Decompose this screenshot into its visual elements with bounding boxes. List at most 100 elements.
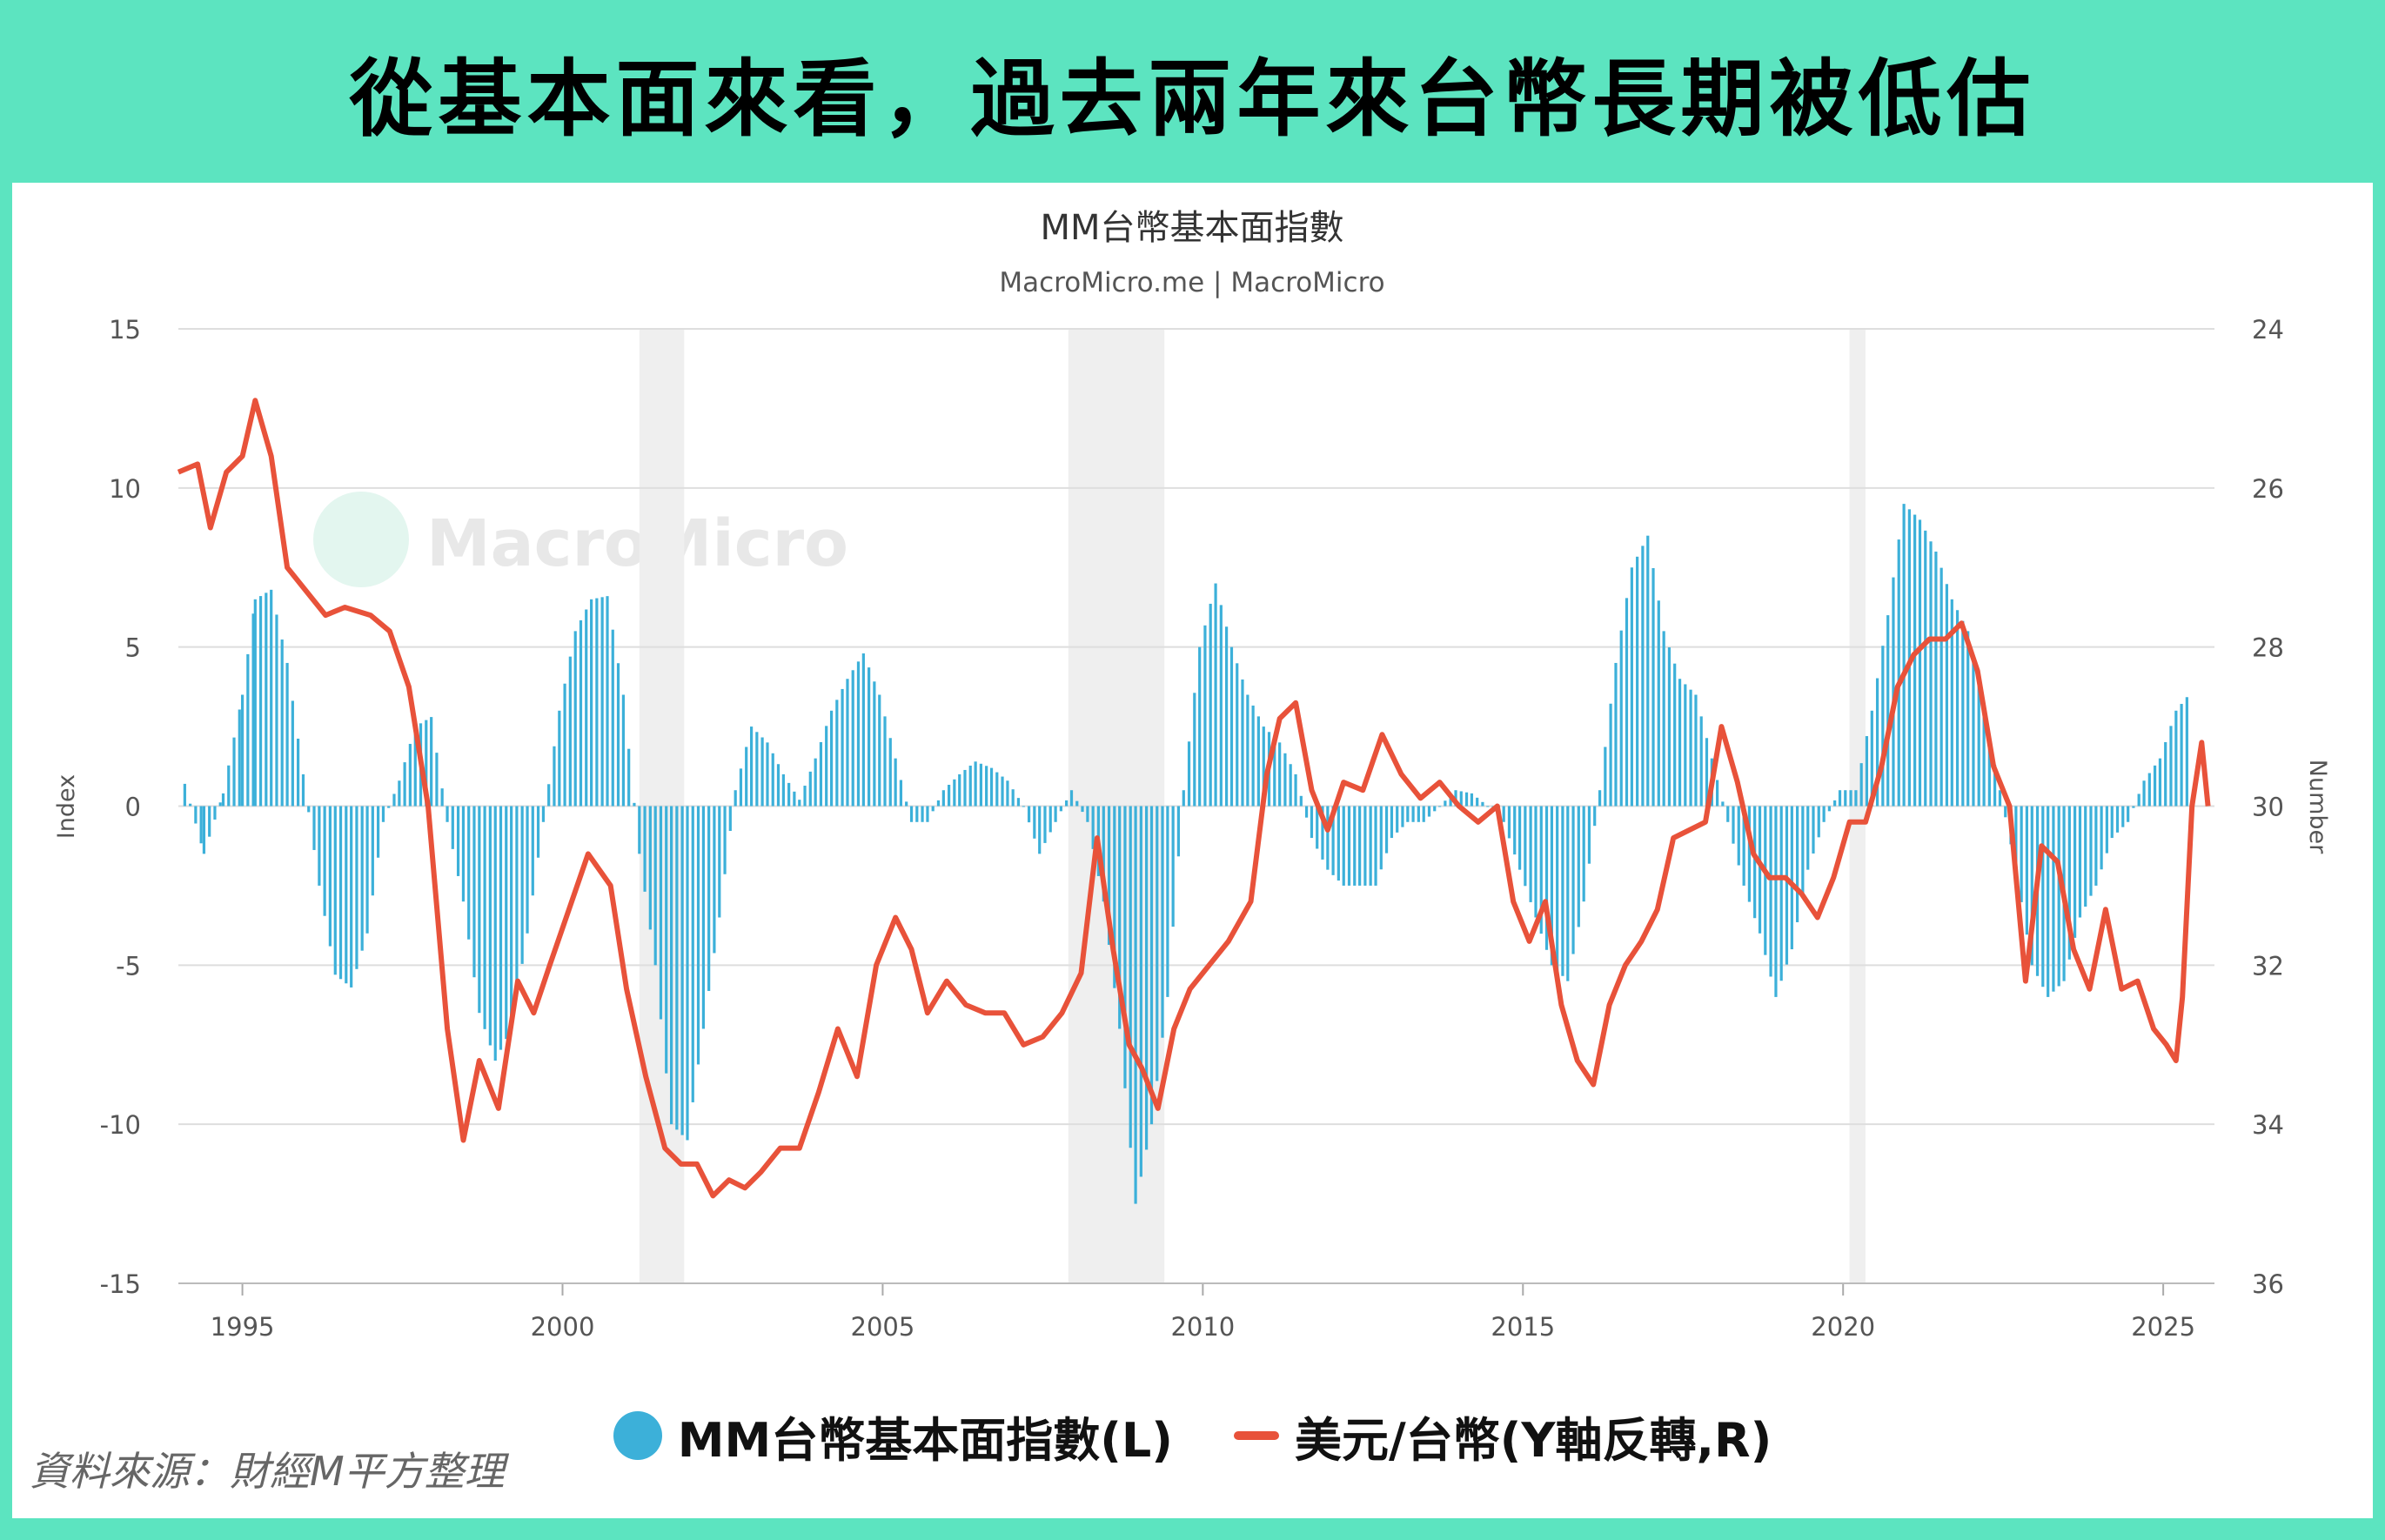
index-bar: [585, 609, 588, 807]
index-bar: [776, 764, 780, 807]
legend-label-index: MM台幣基本面指數(L): [677, 1412, 1173, 1468]
index-bar: [1694, 694, 1698, 807]
index-bar: [2137, 793, 2140, 807]
index-bar: [829, 710, 834, 807]
index-bar: [2127, 806, 2130, 822]
index-bar: [1069, 790, 1074, 807]
index-bar: [1449, 795, 1452, 807]
index-bar: [766, 742, 769, 807]
chart-title: MM台幣基本面指數: [1040, 208, 1343, 248]
index-bar: [1598, 790, 1602, 807]
index-bar: [1812, 806, 1815, 854]
index-bar: [1481, 801, 1484, 807]
index-bar: [1417, 806, 1420, 822]
banner: 從基本面來看，過去兩年來台幣長期被低估: [0, 0, 2385, 183]
index-bar: [510, 806, 513, 1029]
index-bar: [1785, 806, 1789, 965]
index-bar: [291, 700, 294, 807]
index-bar: [793, 791, 796, 807]
index-bar: [265, 593, 268, 807]
index-bar: [573, 631, 577, 807]
index-bar: [2185, 697, 2188, 807]
index-bar: [745, 747, 748, 807]
index-bar: [713, 806, 716, 954]
index-bar: [1998, 790, 2002, 807]
index-bar: [451, 806, 454, 849]
index-bar: [1844, 790, 1847, 807]
index-bar: [1561, 806, 1564, 976]
index-bar: [1187, 741, 1191, 807]
index-bar: [873, 681, 876, 807]
index-bar: [989, 767, 994, 807]
index-bar: [1534, 806, 1538, 918]
index-bar: [425, 720, 428, 807]
index-bar: [1673, 663, 1677, 807]
index-bar: [1118, 806, 1122, 1029]
index-bar: [227, 765, 231, 807]
index-bar: [1107, 806, 1111, 945]
index-bar: [1075, 800, 1079, 807]
index-bar: [1001, 776, 1004, 807]
index-bar: [2057, 806, 2060, 987]
index-bar: [868, 667, 871, 807]
index-bar: [280, 639, 284, 807]
index-bar: [1795, 806, 1799, 922]
y-right-tick-label: 34: [2252, 1110, 2284, 1140]
index-bar: [526, 806, 529, 934]
index-bar: [1918, 519, 1922, 807]
index-bar: [1630, 567, 1633, 807]
index-bar: [1913, 514, 1917, 807]
legend-item-index[interactable]: MM台幣基本面指數(L): [613, 1402, 1173, 1470]
index-bar: [1337, 806, 1340, 881]
index-bar: [1705, 738, 1709, 807]
index-bar: [968, 765, 972, 807]
index-bar: [1774, 806, 1778, 997]
index-bar: [1326, 806, 1330, 870]
y-left-tick-label: -10: [100, 1110, 141, 1140]
index-bar: [1054, 806, 1057, 822]
index-bar: [1444, 800, 1447, 807]
index-bar: [1961, 620, 1965, 807]
index-bar: [633, 802, 636, 807]
index-bar: [638, 806, 641, 854]
index-bar: [1945, 584, 1949, 807]
y-axis-right-label: Number: [2304, 760, 2331, 854]
index-bar: [1256, 716, 1260, 807]
x-tick-label: 2000: [531, 1312, 595, 1342]
index-bar: [696, 806, 700, 1065]
index-bar: [691, 806, 694, 1102]
index-bar: [1524, 806, 1527, 887]
index-bar: [488, 806, 492, 1046]
index-bar: [2020, 806, 2023, 902]
index-bar: [2180, 704, 2183, 807]
index-bar: [1379, 806, 1383, 870]
index-bar: [1518, 806, 1522, 870]
index-bar: [1684, 684, 1687, 807]
index-bar: [1641, 546, 1645, 807]
x-tick-label: 2020: [1811, 1312, 1875, 1342]
legend-item-usdtwd[interactable]: 美元/台幣(Y軸反轉,R): [1233, 1402, 1772, 1470]
index-bar: [590, 599, 593, 807]
index-bar: [1299, 795, 1303, 807]
y-left-tick-label: 0: [125, 793, 141, 822]
index-bar: [1166, 806, 1169, 997]
index-bar: [1582, 806, 1585, 902]
index-bar: [1801, 806, 1805, 895]
index-bar: [2100, 806, 2103, 870]
index-bar: [1353, 806, 1357, 886]
chart-subtitle: MacroMicro.me | MacroMicro: [999, 267, 1384, 298]
index-bar: [643, 806, 646, 892]
index-bar: [958, 773, 961, 807]
index-bar: [771, 753, 774, 807]
index-bar: [861, 653, 865, 807]
index-bar: [392, 793, 396, 807]
index-bar: [781, 773, 785, 807]
index-bar: [430, 717, 433, 807]
index-bar: [595, 598, 599, 807]
index-bar: [472, 806, 476, 978]
index-bar: [1678, 679, 1682, 807]
index-bar: [1859, 763, 1863, 807]
index-bar: [1955, 610, 1960, 807]
index-bar: [1827, 806, 1831, 812]
y-left-tick-label: 5: [125, 633, 141, 663]
